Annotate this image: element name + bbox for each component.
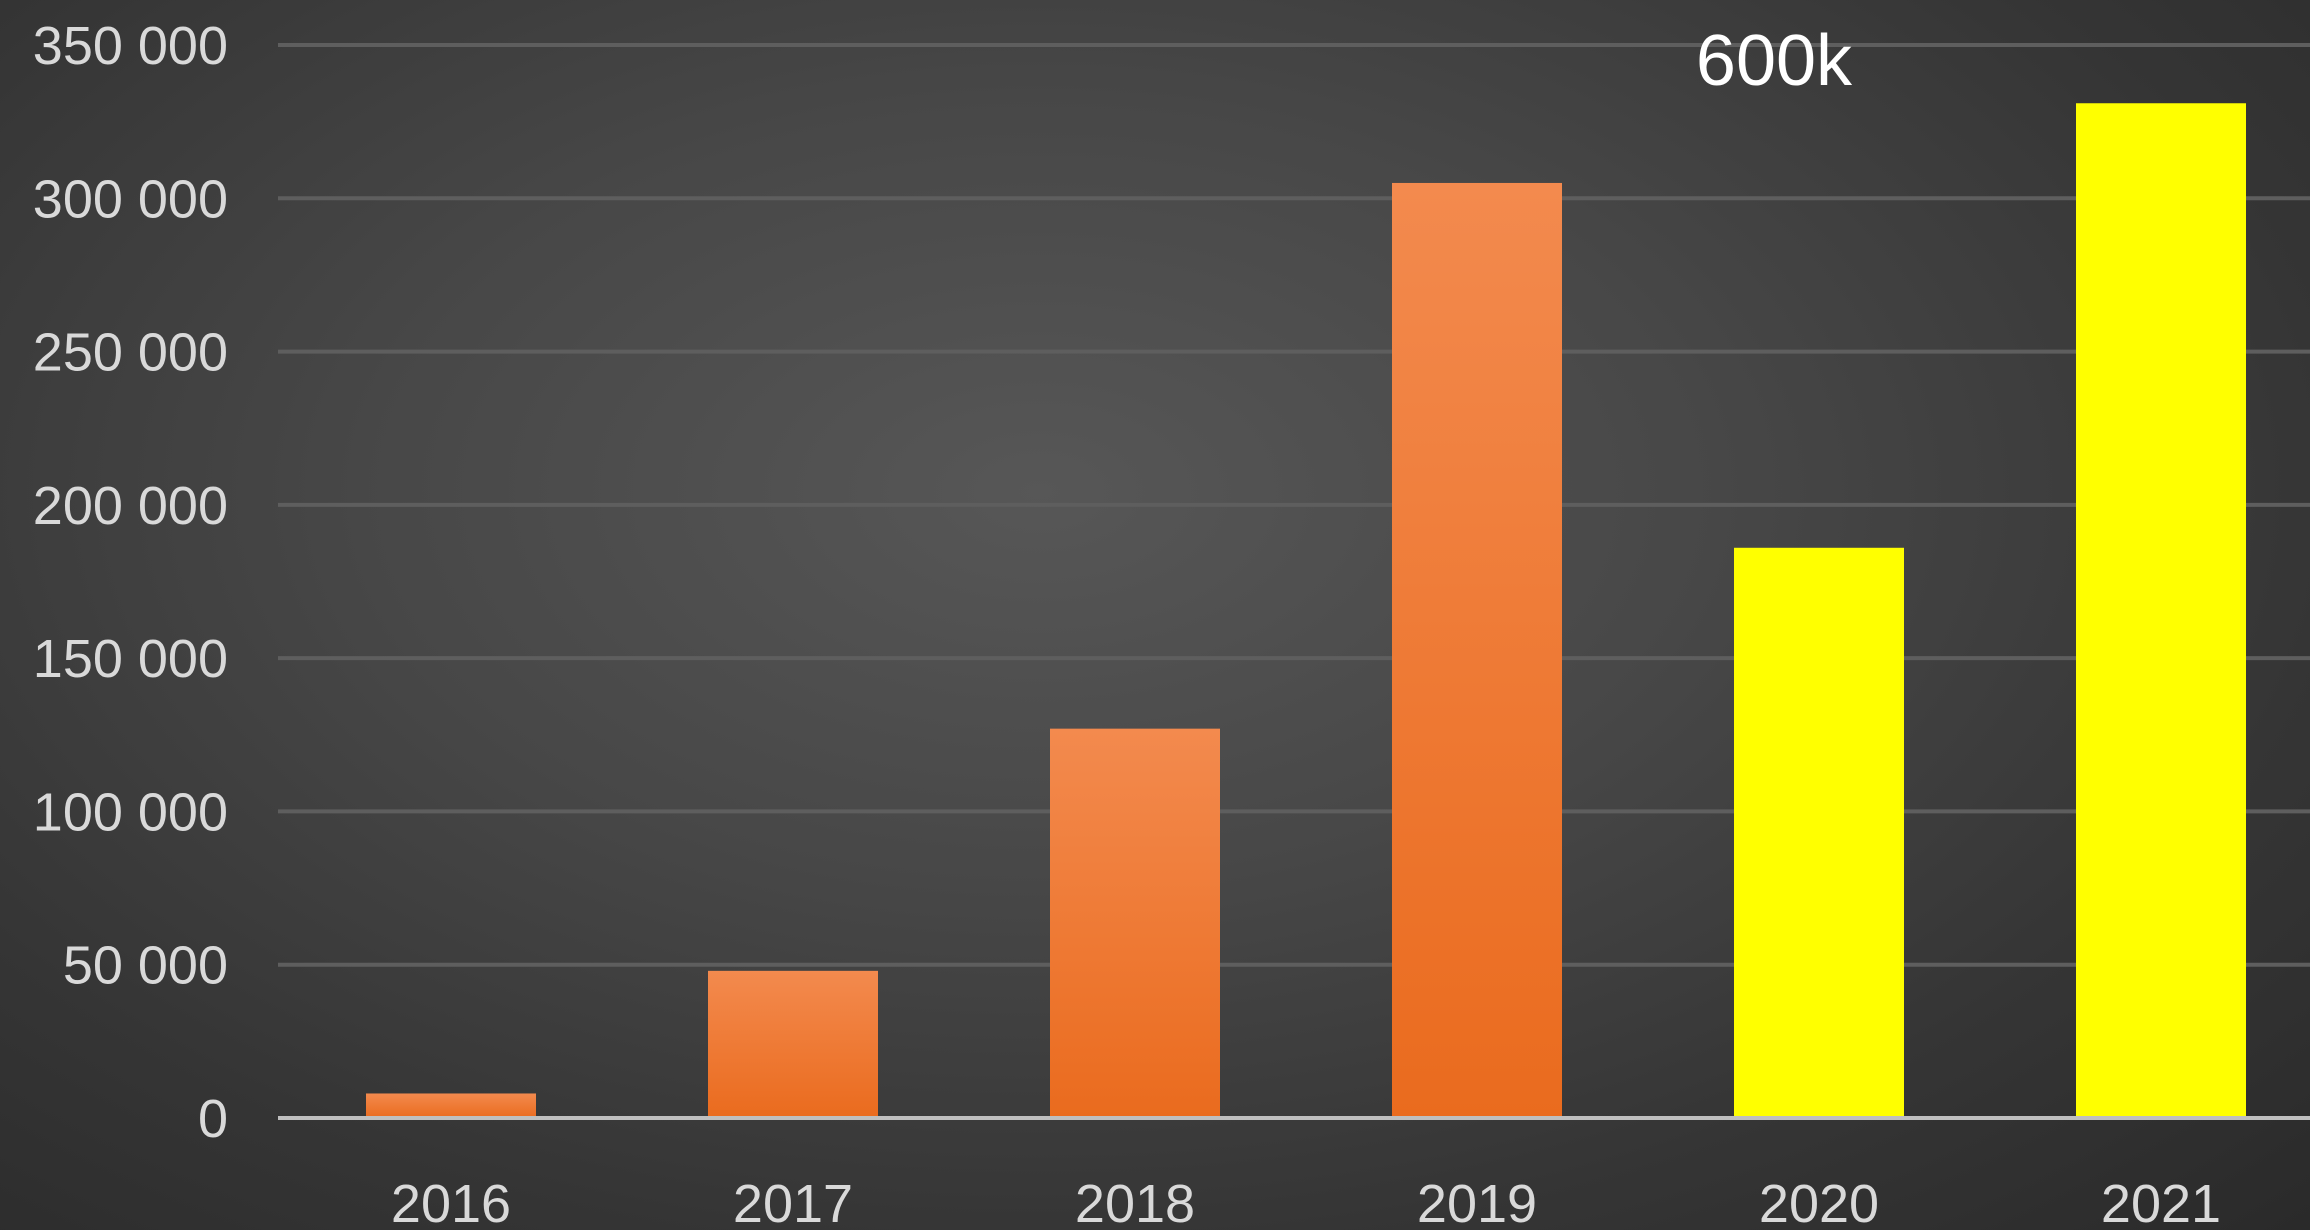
bar-2019 — [1392, 182, 1562, 1118]
bar-2018 — [1050, 728, 1220, 1118]
bar-2020 — [1734, 547, 1904, 1118]
annotations: 600k — [1696, 21, 1853, 101]
x-tick-label: 2017 — [733, 1174, 853, 1230]
y-axis-tick-labels: 0 50 000 100 000 150 000 200 000 250 000 300 0… — [33, 16, 228, 1149]
bar-2016 — [366, 1093, 536, 1118]
annotation-label: 600k — [1696, 21, 1853, 101]
gridlines — [278, 43, 2310, 967]
y-tick-label: 250 000 — [33, 323, 228, 383]
y-tick-label: 0 — [198, 1089, 228, 1149]
x-tick-label: 2019 — [1417, 1174, 1537, 1230]
y-tick-label: 100 000 — [33, 782, 228, 842]
x-tick-label: 2016 — [391, 1174, 511, 1230]
x-tick-label: 2020 — [1759, 1174, 1879, 1230]
y-tick-label: 50 000 — [63, 936, 228, 996]
x-tick-label: 2021 — [2101, 1174, 2221, 1230]
x-axis-tick-labels: 2016 2017 2018 2019 2020 2021 — [391, 1174, 2221, 1230]
y-tick-label: 200 000 — [33, 476, 228, 536]
bars — [366, 103, 2246, 1118]
y-tick-label: 300 000 — [33, 169, 228, 229]
y-tick-label: 150 000 — [33, 629, 228, 689]
y-tick-label: 350 000 — [33, 16, 228, 76]
x-tick-label: 2018 — [1075, 1174, 1195, 1230]
bar-2021 — [2076, 103, 2246, 1118]
bar-2017 — [708, 970, 878, 1118]
